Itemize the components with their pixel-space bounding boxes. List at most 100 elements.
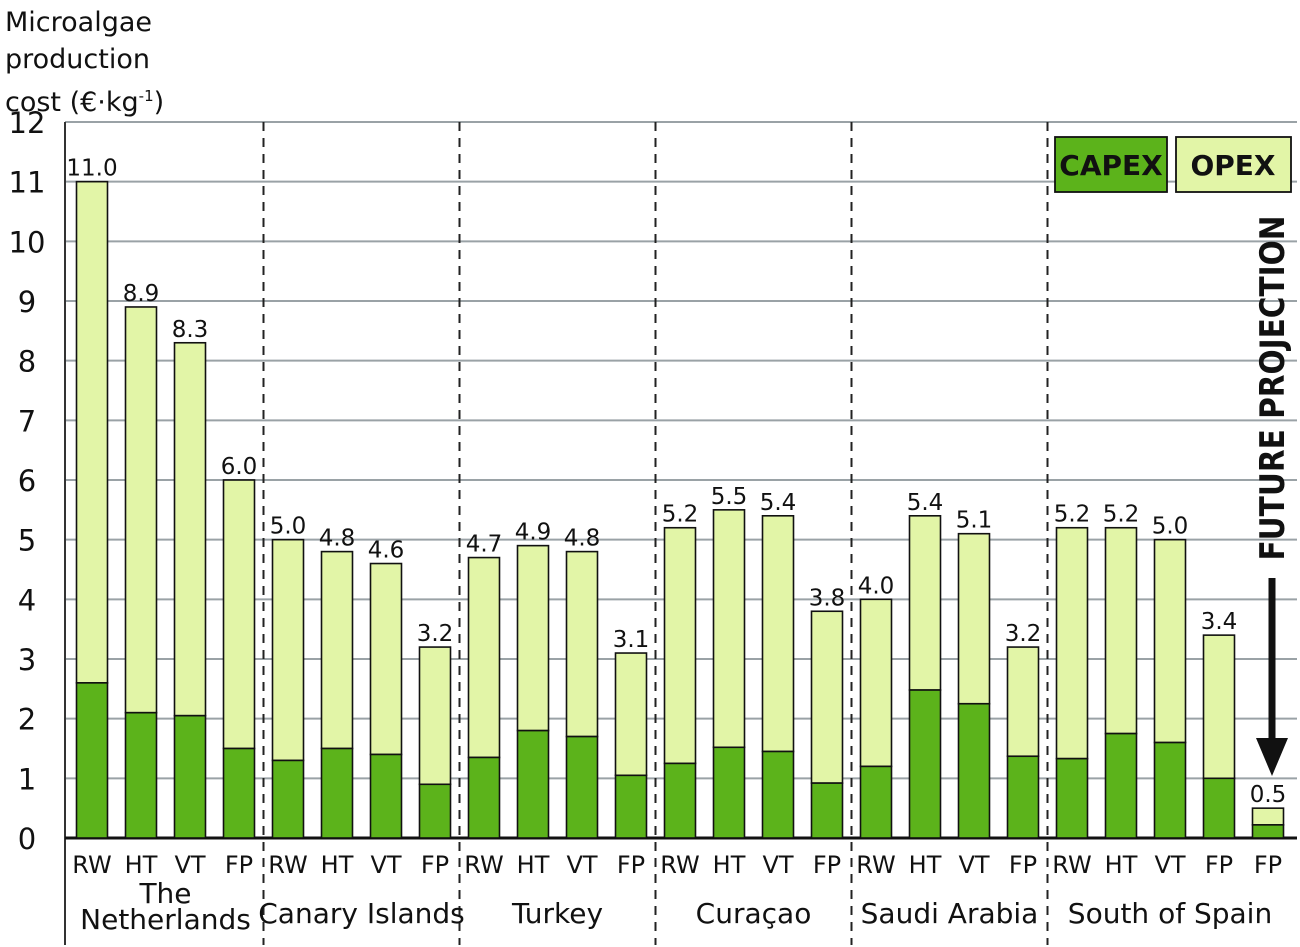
bar-opex <box>1104 526 1138 735</box>
bar-opex <box>810 610 844 784</box>
bar-opex <box>712 509 746 749</box>
group-label: The <box>138 877 191 910</box>
bar-total-label: 3.4 <box>1201 609 1238 635</box>
y-tick-label: 5 <box>18 524 36 558</box>
x-tick-label: FP <box>1254 851 1282 879</box>
y-tick-label: 6 <box>18 464 36 498</box>
x-tick-label: VT <box>174 851 205 879</box>
bar-opex <box>222 479 256 750</box>
x-tick-label: FP <box>813 851 841 879</box>
bar-opex <box>908 514 942 691</box>
bar-opex <box>320 550 354 750</box>
bar-capex <box>222 747 256 839</box>
bar-capex <box>761 750 795 839</box>
y-tick-label: 2 <box>18 703 36 737</box>
bar-capex <box>957 702 991 839</box>
bar-capex <box>1202 777 1236 839</box>
legend-capex-swatch <box>1054 136 1168 193</box>
bar-total-label: 5.1 <box>956 508 993 534</box>
x-tick-label: RW <box>1052 851 1091 879</box>
x-tick-label: FP <box>617 851 645 879</box>
bar-capex <box>75 682 109 839</box>
y-axis-title-close: ) <box>153 87 165 118</box>
bar-capex <box>369 753 403 839</box>
bar-capex <box>810 782 844 839</box>
bar-total-label: 4.9 <box>515 520 552 546</box>
group-label: Saudi Arabia <box>861 897 1039 930</box>
y-tick-label: 8 <box>18 345 36 379</box>
y-axis-title: Microalgae production cost (€·kg-1) <box>5 4 164 121</box>
bar-total-label: 5.4 <box>907 490 944 516</box>
x-tick-label: HT <box>909 851 942 879</box>
bar-opex <box>418 646 452 786</box>
bar-opex <box>614 652 648 777</box>
bar-capex <box>173 714 207 839</box>
x-tick-label: RW <box>660 851 699 879</box>
bar-total-label: 8.9 <box>123 281 160 307</box>
bar-opex <box>75 180 109 684</box>
group-label: Curaçao <box>696 897 812 930</box>
y-tick-label: 3 <box>18 643 36 677</box>
bar-opex <box>957 532 991 705</box>
bar-capex <box>467 756 501 839</box>
x-tick-label: HT <box>713 851 746 879</box>
x-tick-label: RW <box>856 851 895 879</box>
legend-capex-label: CAPEX <box>1059 149 1163 182</box>
x-tick-label: RW <box>464 851 503 879</box>
y-tick-label: 4 <box>18 583 36 617</box>
y-tick-label: 12 <box>9 106 46 140</box>
x-tick-label: HT <box>125 851 158 879</box>
bar-opex <box>1006 646 1040 758</box>
bar-total-label: 8.3 <box>172 317 209 343</box>
bar-opex <box>565 550 599 738</box>
bar-total-label: 5.2 <box>662 502 699 528</box>
y-tick-label: 9 <box>18 285 36 319</box>
bar-capex <box>712 746 746 839</box>
bar-total-label: 5.2 <box>1103 502 1140 528</box>
bar-capex <box>516 729 550 839</box>
bar-capex <box>1006 755 1040 839</box>
bar-opex <box>663 526 697 765</box>
y-tick-label: 10 <box>9 225 46 259</box>
bar-opex <box>859 598 893 768</box>
bar-opex <box>1251 807 1285 826</box>
x-tick-label: RW <box>72 851 111 879</box>
bar-capex <box>565 735 599 839</box>
bar-capex <box>1251 824 1285 839</box>
y-tick-label: 0 <box>18 822 36 856</box>
bar-capex <box>271 759 305 839</box>
bar-capex <box>1153 741 1187 839</box>
bar-opex <box>369 562 403 756</box>
bar-total-label: 4.0 <box>858 573 895 599</box>
x-tick-label: HT <box>1105 851 1138 879</box>
future-projection-annotation: FUTURE PROJECTION <box>1253 216 1293 561</box>
bar-opex <box>516 544 550 732</box>
y-tick-label: 11 <box>9 166 46 200</box>
y-tick-label: 7 <box>18 404 36 438</box>
bar-opex <box>173 341 207 717</box>
x-tick-label: VT <box>762 851 793 879</box>
bar-total-label: 5.0 <box>270 514 307 540</box>
x-tick-label: VT <box>1154 851 1185 879</box>
group-label: Turkey <box>511 897 603 930</box>
bar-total-label: 5.4 <box>760 490 797 516</box>
bar-opex <box>1055 526 1089 760</box>
x-tick-label: VT <box>370 851 401 879</box>
bar-opex <box>1153 538 1187 744</box>
bar-total-label: 5.5 <box>711 484 748 510</box>
bar-total-label: 3.8 <box>809 585 846 611</box>
bar-capex <box>320 747 354 839</box>
bar-total-label: 4.8 <box>319 526 356 552</box>
bar-capex <box>614 774 648 839</box>
group-label: South of Spain <box>1068 897 1272 930</box>
bar-capex <box>1055 757 1089 839</box>
x-tick-label: HT <box>517 851 550 879</box>
x-tick-label: FP <box>1009 851 1037 879</box>
x-tick-label: HT <box>321 851 354 879</box>
x-tick-label: FP <box>421 851 449 879</box>
bar-capex <box>663 762 697 839</box>
bar-total-label: 3.1 <box>613 627 650 653</box>
bar-opex <box>271 538 305 762</box>
x-tick-label: VT <box>958 851 989 879</box>
